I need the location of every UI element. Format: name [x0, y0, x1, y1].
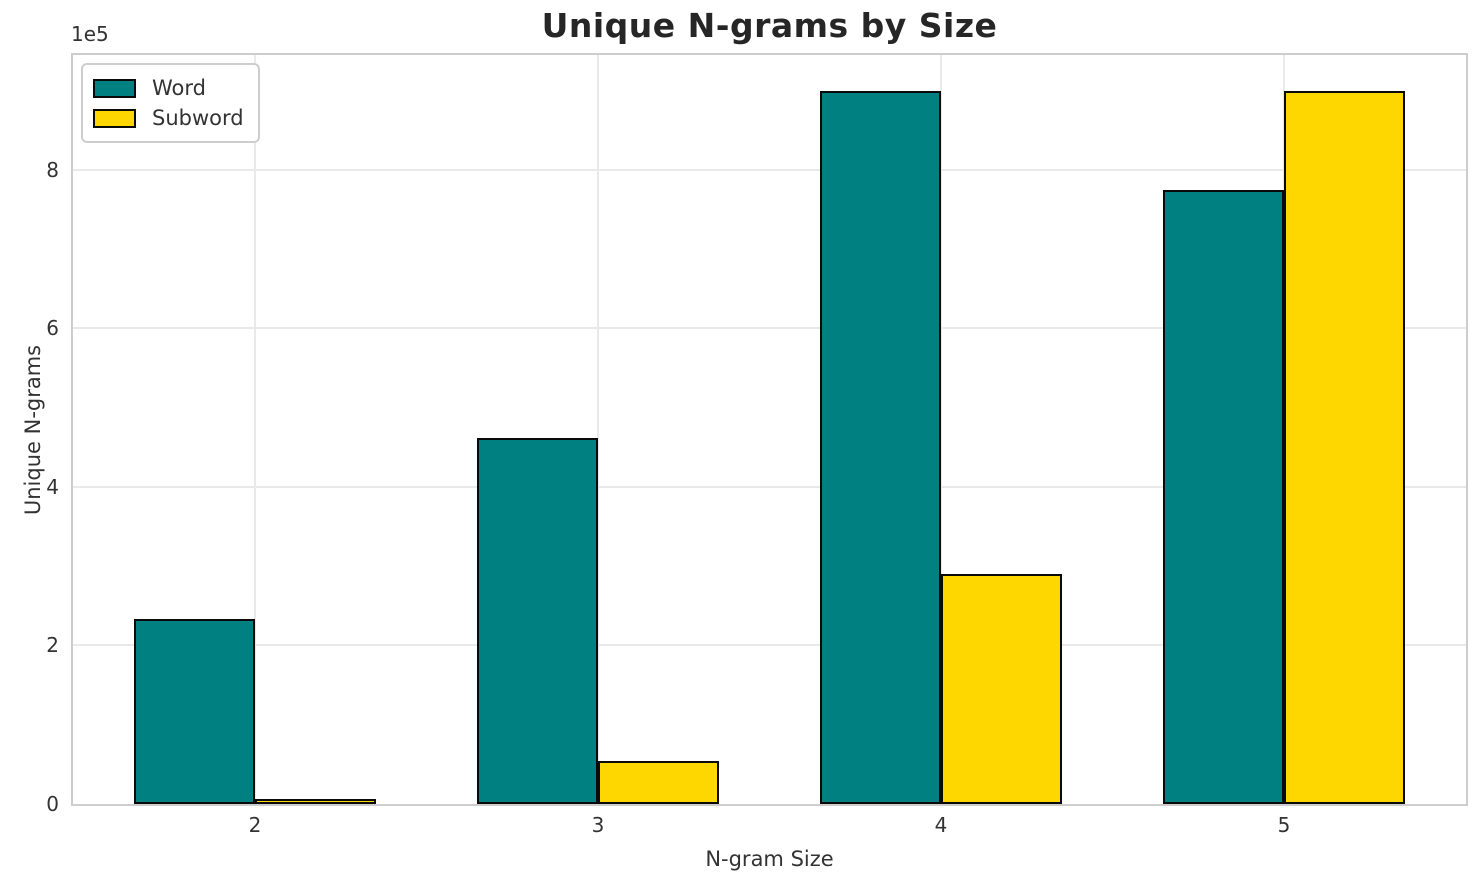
h-gridline-6: [73, 327, 1466, 330]
legend-swatch-word: [93, 78, 136, 98]
chart-title: Unique N-grams by Size: [541, 6, 998, 45]
bar-word-5: [1163, 190, 1284, 804]
y-tick-8: 8: [46, 157, 59, 182]
x-tick-5: 5: [1277, 813, 1291, 837]
v-gridline-3: [597, 55, 599, 804]
y-tick-0: 0: [46, 792, 59, 816]
v-gridline-4: [940, 55, 942, 804]
x-tick-2: 2: [248, 813, 262, 837]
x-axis-label: N-gram Size: [705, 847, 834, 871]
bar-subword-5: [1284, 91, 1405, 804]
legend-items: Word Subword: [93, 73, 244, 133]
bar-subword-2: [255, 799, 376, 804]
bar-subword-3: [598, 761, 719, 804]
legend-label: Subword: [152, 106, 244, 130]
h-gridline-8: [73, 168, 1466, 171]
legend-row-subword: Subword: [93, 103, 244, 133]
y-axis-label: Unique N-grams: [21, 344, 45, 516]
y-tick-6: 6: [46, 316, 59, 341]
legend-swatch-subword: [93, 108, 136, 128]
bar-word-2: [134, 619, 255, 804]
bar-subword-4: [941, 574, 1062, 804]
x-tick-4: 4: [934, 813, 948, 837]
y-tick-4: 4: [46, 474, 59, 499]
x-tick-3: 3: [591, 813, 605, 837]
h-gridline-2: [73, 644, 1466, 647]
y-tick-2: 2: [46, 633, 59, 658]
bar-word-4: [820, 91, 941, 804]
legend: Word Subword: [81, 63, 260, 143]
y-axis-offset-text: 1e5: [71, 22, 109, 46]
bar-word-3: [477, 438, 598, 804]
v-gridline-2: [254, 55, 256, 804]
plot-area: Word Subword: [71, 53, 1468, 806]
legend-row-word: Word: [93, 73, 244, 103]
legend-label: Word: [152, 76, 206, 100]
h-gridline-4: [73, 485, 1466, 488]
